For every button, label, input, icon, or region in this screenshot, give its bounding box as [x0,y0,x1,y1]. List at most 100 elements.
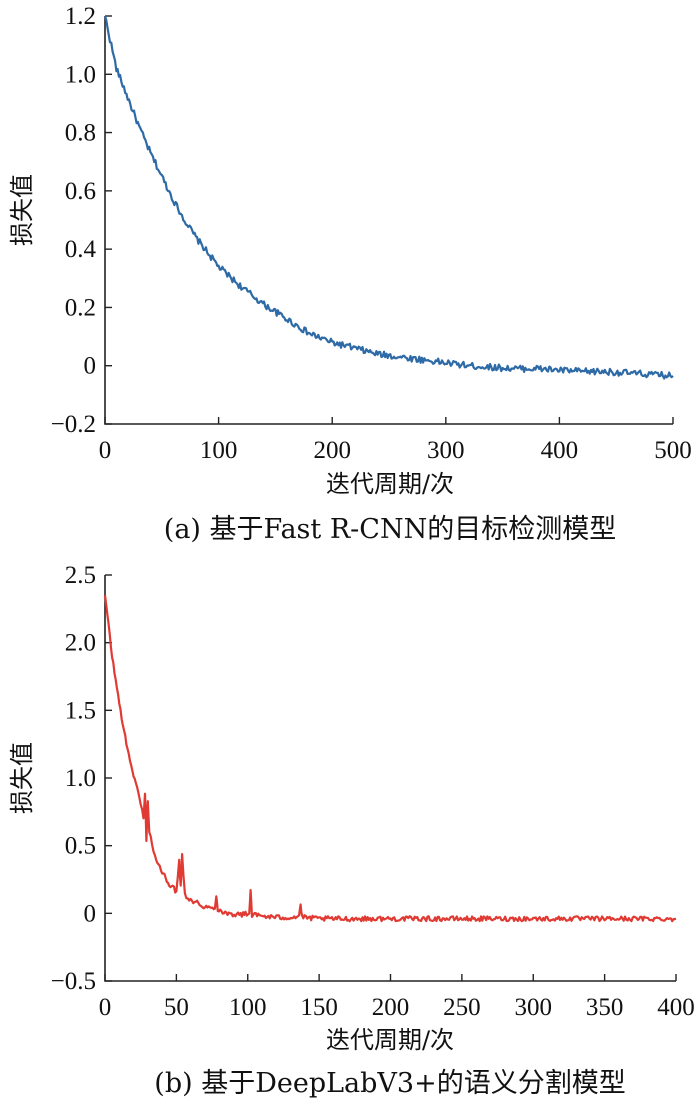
data-point [309,333,310,334]
y-tick-label: −0.5 [51,968,96,995]
data-point [138,126,139,127]
data-point [422,359,423,360]
panel-a-x-axis-label: 迭代周期/次 [326,470,454,498]
data-point [180,886,181,887]
data-point [207,251,208,252]
x-tick-label: 400 [657,994,695,1021]
series-line [103,595,677,923]
data-point [559,369,560,370]
panel-b: 2.52.01.51.00.50−0.5 0 50 100 150 200 250 300 3… [8,562,695,1099]
data-point [216,894,217,895]
data-point [604,371,605,372]
data-point [161,176,162,177]
panel-b-x-axis-label: 迭代周期/次 [326,1026,454,1054]
data-point [301,917,302,918]
panel-b-x-ticks: 0 50 100 150 200 250 300 350 400 [99,974,695,1021]
data-point [116,68,117,69]
data-point [184,219,185,220]
data-point [445,362,446,363]
data-point [604,918,605,919]
panel-a-line-layer [103,15,674,380]
y-tick-label: 2.5 [65,562,96,589]
data-point [195,237,196,238]
data-point [650,374,651,375]
data-point [146,838,147,839]
panel-b-line-layer [103,595,677,923]
data-point [179,859,180,860]
data-point [332,342,333,343]
y-tick-label: 0.4 [65,236,97,263]
data-point [568,918,569,919]
data-point [217,909,218,910]
data-point [162,872,163,873]
y-tick-label: 0 [84,353,97,380]
x-tick-label: 300 [427,437,465,464]
y-tick-label: −0.2 [51,411,96,438]
y-tick-label: 1.0 [65,765,96,792]
data-point [377,353,378,354]
data-point [127,97,128,98]
data-point [214,909,215,910]
data-point [190,899,191,900]
data-point [218,266,219,267]
data-point [144,794,145,795]
x-tick-label: 0 [99,437,112,464]
data-point [319,918,320,919]
data-point [276,917,277,918]
y-tick-label: 0 [84,900,97,927]
data-point [426,918,427,919]
data-point [290,917,291,918]
y-tick-label: 1.2 [65,3,96,30]
x-tick-label: 200 [372,994,410,1021]
panel-a-axes [104,16,673,425]
data-point [513,368,514,369]
data-point [249,913,250,914]
panel-b-y-axis-label: 损失值 [8,742,36,814]
data-point [533,918,534,919]
data-point [263,304,264,305]
data-point [627,372,628,373]
data-point [154,856,155,857]
x-tick-label: 200 [313,437,351,464]
x-tick-label: 100 [229,994,267,1021]
data-point [354,918,355,919]
data-point [640,918,641,919]
series-line [103,15,674,380]
x-tick-label: 250 [443,994,481,1021]
data-point [169,883,170,884]
data-point [133,775,134,776]
panel-b-y-ticks: 2.5 2.0 1.5 1.0 0.5 0 −0.5 [51,562,112,995]
data-point [126,744,127,745]
data-point [468,365,469,366]
data-point [140,802,141,803]
y-tick-label: 0.2 [65,294,96,321]
data-point [150,152,151,153]
data-point [400,356,401,357]
data-point [299,915,300,916]
x-tick-label: 100 [200,437,238,464]
data-point [226,913,227,914]
data-point [104,595,105,596]
data-point [204,906,205,907]
data-point [143,818,144,819]
y-tick-label: 2.0 [65,630,96,657]
data-point [536,368,537,369]
data-point [461,918,462,919]
panel-a-y-ticks: 1.2 1.0 0.8 0.6 0.4 0.2 0 −0.2 [51,3,112,438]
data-point [240,914,241,915]
data-point [286,318,287,319]
data-point [300,903,301,904]
x-tick-label: 0 [99,994,112,1021]
y-tick-label: 0.6 [65,178,96,205]
data-point [149,832,150,833]
x-tick-label: 400 [541,437,579,464]
panel-a: 1.21.00.80.60.40.20−0.2 0 100 200 300 400 500… [8,3,692,545]
x-tick-label: 300 [515,994,553,1021]
y-tick-label: 1.5 [65,697,96,724]
panel-b-caption: (b) 基于DeepLabV3+的语义分割模型 [154,1068,625,1099]
data-point [261,915,262,916]
data-point [582,371,583,372]
x-tick-label: 500 [654,437,692,464]
x-tick-label: 350 [586,994,624,1021]
